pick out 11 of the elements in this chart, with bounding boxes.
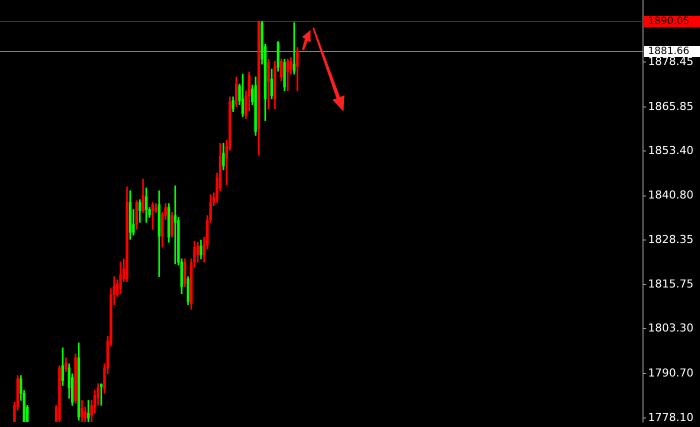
ref-line-label: 1881.66 [648,46,690,58]
y-tick-label: 1828.35 [648,232,694,246]
y-tick-label: 1815.75 [648,277,694,290]
y-tick-label: 1790.70 [648,366,694,380]
y-tick-label: 1853.40 [648,144,694,157]
y-tick-label: 1803.30 [648,322,694,335]
y-tick-label: 1778.10 [648,410,694,424]
ref-line-label: 1890.05 [648,16,690,28]
y-tick-label: 1865.85 [648,100,694,113]
y-tick-label: 1878.45 [648,55,694,68]
y-tick-label: 1840.80 [648,188,694,202]
